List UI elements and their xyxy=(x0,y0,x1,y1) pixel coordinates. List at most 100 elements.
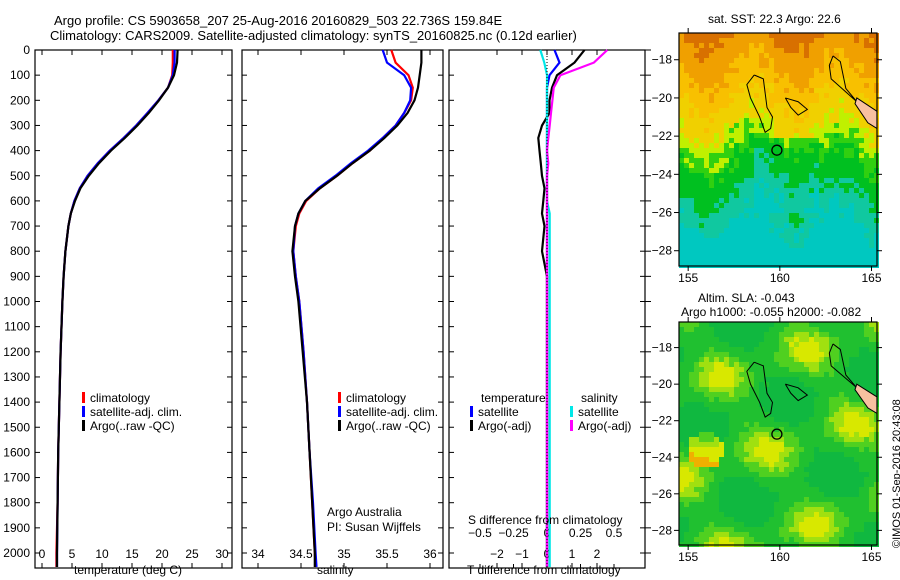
map-cell xyxy=(799,387,804,392)
x-tick-label: −2 xyxy=(490,547,504,561)
map-cell xyxy=(684,457,689,462)
xlabel-salinity: salinity xyxy=(317,563,354,577)
map-cell xyxy=(824,442,829,447)
map-cell xyxy=(734,337,739,342)
map-cell xyxy=(739,258,744,263)
map-cell xyxy=(809,377,814,382)
map-cell xyxy=(849,88,854,93)
map-cell xyxy=(719,502,724,507)
map-cell xyxy=(869,447,874,452)
map-cell xyxy=(724,218,729,223)
map-cell xyxy=(689,213,694,218)
map-cell xyxy=(734,238,739,243)
xlabel-t-difference: T difference from climatology xyxy=(467,563,621,577)
map-cell xyxy=(734,327,739,332)
map-cell xyxy=(754,327,759,332)
map-cell xyxy=(804,422,809,427)
map-cell xyxy=(839,437,844,442)
map-cell xyxy=(869,188,874,193)
map-cell xyxy=(849,173,854,178)
map-cell xyxy=(684,482,689,487)
map-cell xyxy=(819,58,824,63)
map-cell xyxy=(734,33,739,38)
map-cell xyxy=(724,68,729,73)
map-cell xyxy=(804,53,809,58)
map-cell xyxy=(809,148,814,153)
map-cell xyxy=(854,133,859,138)
map-cell xyxy=(699,427,704,432)
map-cell xyxy=(714,83,719,88)
map-cell xyxy=(864,532,869,537)
map-cell xyxy=(679,367,684,372)
map-cell xyxy=(744,183,749,188)
map-cell xyxy=(864,208,869,213)
map-cell xyxy=(729,432,734,437)
map-cell xyxy=(739,233,744,238)
map-cell xyxy=(839,322,844,327)
legend-t-satellite: satellite xyxy=(470,405,519,419)
map-cell xyxy=(699,248,704,253)
map-cell xyxy=(744,138,749,143)
map-cell xyxy=(759,352,764,357)
map-cell xyxy=(819,347,824,352)
map-cell xyxy=(689,98,694,103)
map-cell xyxy=(789,83,794,88)
map-cell xyxy=(804,432,809,437)
map-cell xyxy=(834,347,839,352)
map-cell xyxy=(864,517,869,522)
map-cell xyxy=(764,153,769,158)
map-cell xyxy=(709,357,714,362)
map-cell xyxy=(719,322,724,327)
map-cell xyxy=(769,243,774,248)
map-cell xyxy=(819,422,824,427)
map-cell xyxy=(839,477,844,482)
map-cell xyxy=(799,43,804,48)
map-cell xyxy=(769,382,774,387)
map-cell xyxy=(819,392,824,397)
map-cell xyxy=(704,243,709,248)
map-cell xyxy=(684,527,689,532)
map-cell xyxy=(829,143,834,148)
map-cell xyxy=(844,517,849,522)
map-cell xyxy=(714,178,719,183)
map-cell xyxy=(839,367,844,372)
map-cell xyxy=(834,332,839,337)
map-cell xyxy=(844,342,849,347)
map-cell xyxy=(799,203,804,208)
map-cell xyxy=(759,238,764,243)
map-cell xyxy=(849,78,854,83)
map-cell xyxy=(779,442,784,447)
map-cell xyxy=(754,68,759,73)
map-cell xyxy=(849,133,854,138)
map-cell xyxy=(729,118,734,123)
map-cell xyxy=(679,113,684,118)
map-cell xyxy=(854,118,859,123)
map-cell xyxy=(824,123,829,128)
map-cell xyxy=(829,397,834,402)
map-cell xyxy=(814,462,819,467)
map-cell xyxy=(739,487,744,492)
map-cell xyxy=(759,198,764,203)
map-cell xyxy=(779,517,784,522)
map-cell xyxy=(724,158,729,163)
map-cell xyxy=(789,178,794,183)
map-cell xyxy=(774,452,779,457)
map-cell xyxy=(819,248,824,253)
map-cell xyxy=(709,452,714,457)
map-cell xyxy=(774,497,779,502)
figure-title-line1: Argo profile: CS 5903658_207 25-Aug-2016… xyxy=(54,13,503,28)
map-cell xyxy=(739,382,744,387)
map-cell xyxy=(679,168,684,173)
map-cell xyxy=(689,143,694,148)
map-cell xyxy=(709,332,714,337)
map-cell xyxy=(819,73,824,78)
map-cell xyxy=(739,208,744,213)
map-cell xyxy=(704,427,709,432)
map-cell xyxy=(854,243,859,248)
map-cell xyxy=(784,93,789,98)
map-cell xyxy=(819,482,824,487)
map-cell xyxy=(794,108,799,113)
map-cell xyxy=(834,113,839,118)
map-cell xyxy=(724,347,729,352)
map-cell xyxy=(699,183,704,188)
